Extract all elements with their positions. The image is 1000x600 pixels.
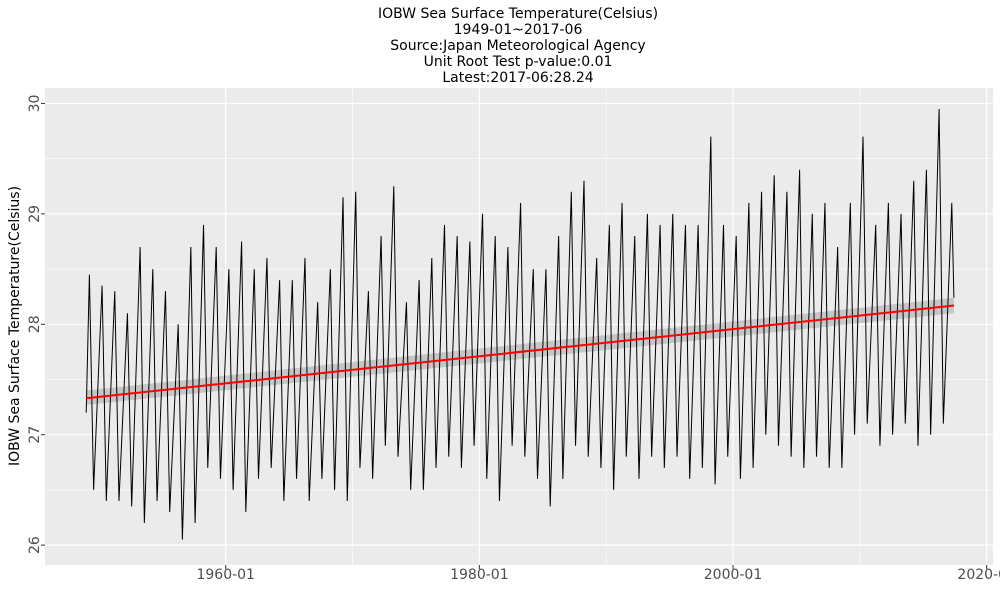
panel [45,88,993,565]
chart-title: 1949-01~2017-06 [454,22,583,38]
chart-title: IOBW Sea Surface Temperature(Celsius) [378,6,658,22]
y-axis-title: IOBW Sea Surface Temperature(Celsius) [7,186,23,466]
chart-title: Latest:2017-06:28.24 [442,70,593,86]
y-tick-label: 30 [27,95,43,113]
chart-title: Unit Root Test p-value:0.01 [424,54,613,70]
chart-title: Source:Japan Meteorological Agency [390,38,645,54]
marks [85,108,955,540]
y-tick-label: 26 [27,536,43,554]
y-tick-label: 27 [27,426,43,444]
series-line [85,108,955,540]
x-tick-label: 1960-01 [196,567,255,583]
x-tick-label: 1980-01 [450,567,509,583]
x-tick-label: 2020-01 [957,567,1000,583]
y-tick-label: 29 [27,205,43,223]
x-tick-label: 2000-01 [704,567,763,583]
y-tick-label: 28 [27,315,43,333]
trend-line [86,304,955,400]
titles: IOBW Sea Surface Temperature(Celsius)194… [378,6,658,86]
